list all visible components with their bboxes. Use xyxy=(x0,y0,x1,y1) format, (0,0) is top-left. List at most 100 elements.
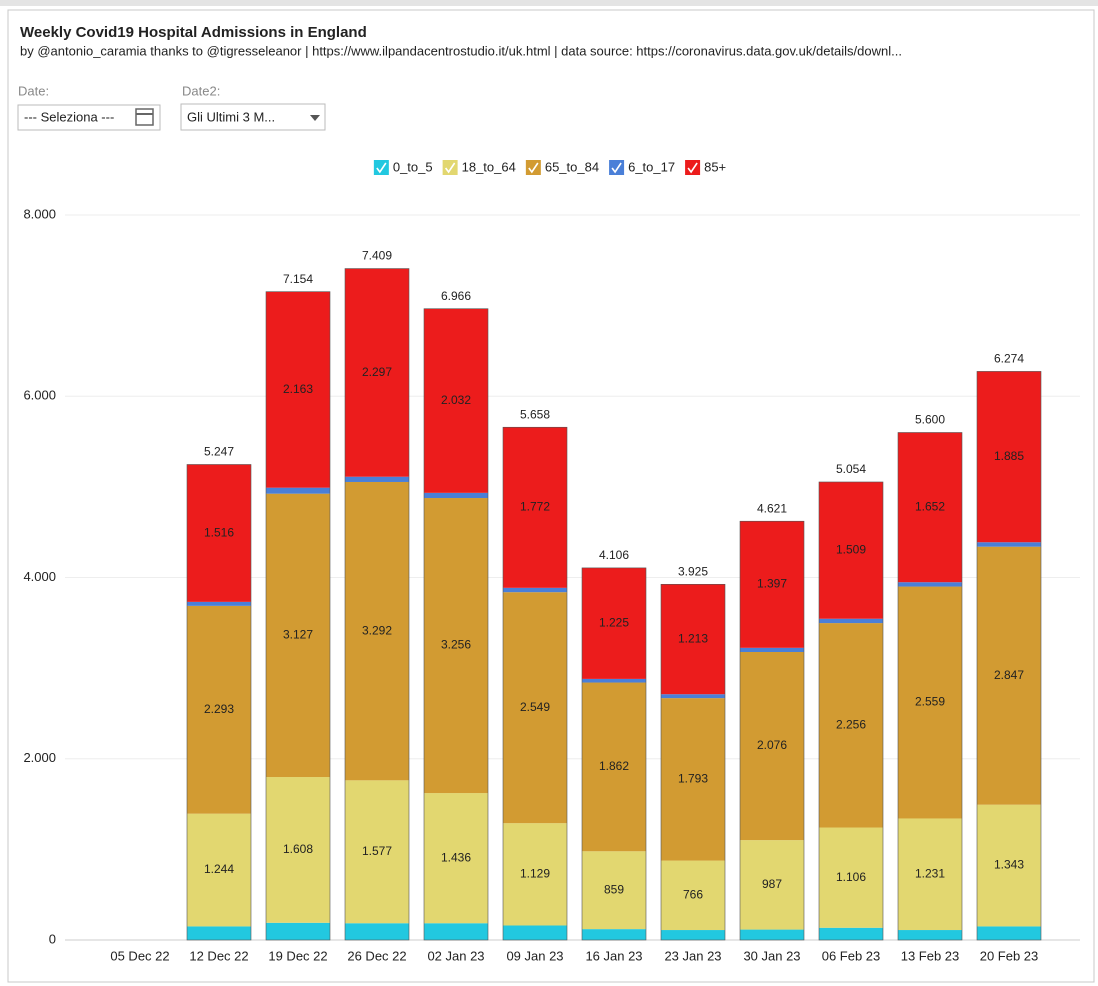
bar-segment xyxy=(503,592,567,824)
y-tick-label: 8.000 xyxy=(23,206,56,221)
bar-outline xyxy=(581,567,647,941)
data-label: 3.127 xyxy=(283,628,313,642)
data-label: 2.847 xyxy=(994,668,1024,682)
date2-select[interactable] xyxy=(180,103,326,131)
legend-item[interactable]: 6_to_17 xyxy=(609,159,675,175)
legend-swatch[interactable] xyxy=(525,160,541,175)
data-label: 1.129 xyxy=(520,867,550,881)
legend-item[interactable]: 18_to_64 xyxy=(442,159,516,175)
total-label: 7.409 xyxy=(362,249,392,263)
bar-segment xyxy=(266,493,330,778)
x-tick-label: 20 Feb 23 xyxy=(980,948,1039,963)
bar-segment xyxy=(345,481,409,781)
legend-check[interactable] xyxy=(611,162,622,174)
data-label: 1.885 xyxy=(994,449,1024,463)
legend-check[interactable] xyxy=(444,162,456,174)
legend-swatch[interactable] xyxy=(609,160,625,175)
bar-segment xyxy=(187,601,251,606)
bar-segment xyxy=(424,308,488,493)
data-label: 2.076 xyxy=(757,738,787,752)
bar-segment xyxy=(187,464,251,602)
bar-segment xyxy=(819,827,883,928)
data-label: 1.793 xyxy=(678,772,708,786)
data-label: 1.862 xyxy=(599,759,629,773)
bar-segment xyxy=(503,587,567,593)
bar-outline xyxy=(818,481,884,941)
top-strip xyxy=(0,0,1098,6)
data-label: 2.293 xyxy=(204,702,234,716)
bar-segment xyxy=(345,780,409,924)
legend-swatch[interactable] xyxy=(685,160,701,175)
legend-check[interactable] xyxy=(687,162,698,174)
date2-value[interactable]: Gli Ultimi 3 M... xyxy=(187,109,275,124)
bar-segment xyxy=(582,929,646,940)
date-value[interactable]: --- Seleziona --- xyxy=(24,109,114,124)
bar-segment xyxy=(424,492,488,499)
legend-swatch[interactable] xyxy=(373,160,389,175)
bar-outline xyxy=(976,371,1042,941)
bar-segment xyxy=(977,926,1041,940)
calendar-icon[interactable] xyxy=(135,108,154,126)
x-tick-label: 13 Feb 23 xyxy=(901,948,960,963)
bar-segment xyxy=(819,927,883,940)
x-tick-label: 09 Jan 23 xyxy=(506,948,563,963)
legend-label[interactable]: 0_to_5 xyxy=(393,159,433,174)
bar-segment xyxy=(582,682,646,852)
date2-label: Date2: xyxy=(182,83,220,98)
x-tick-label: 12 Dec 22 xyxy=(189,948,248,963)
legend-item[interactable]: 0_to_5 xyxy=(373,159,433,175)
bar-segment xyxy=(345,923,409,940)
bar-segment xyxy=(898,586,962,819)
legend-check[interactable] xyxy=(528,162,539,174)
data-label: 1.213 xyxy=(678,631,708,645)
data-label: 1.231 xyxy=(915,866,945,880)
legend-item[interactable]: 85+ xyxy=(685,159,726,175)
data-label: 766 xyxy=(683,887,703,901)
x-tick-label: 05 Dec 22 xyxy=(110,948,169,963)
bar-segment xyxy=(345,476,409,482)
bar-segment xyxy=(503,427,567,588)
legend-item[interactable]: 65_to_84 xyxy=(525,159,599,175)
data-label: 2.297 xyxy=(362,365,392,379)
total-label: 5.054 xyxy=(836,462,866,476)
bar-segment xyxy=(582,567,646,679)
bar-segment xyxy=(740,840,804,930)
x-tick-label: 23 Jan 23 xyxy=(664,948,721,963)
legend-label[interactable]: 65_to_84 xyxy=(545,159,599,174)
data-label: 1.608 xyxy=(283,842,313,856)
bar-segment xyxy=(187,605,251,814)
legend-check[interactable] xyxy=(376,162,387,174)
total-label: 5.247 xyxy=(204,445,234,459)
total-label: 6.966 xyxy=(441,289,471,303)
total-label: 5.600 xyxy=(915,413,945,427)
data-label: 1.397 xyxy=(757,577,787,591)
bar-segment xyxy=(819,618,883,624)
y-tick-label: 2.000 xyxy=(23,750,56,765)
bar-outline xyxy=(660,583,726,941)
legend-label[interactable]: 85+ xyxy=(704,159,726,174)
legend-label[interactable]: 18_to_64 xyxy=(462,159,516,174)
x-tick-label: 16 Jan 23 xyxy=(585,948,642,963)
x-tick-label: 06 Feb 23 xyxy=(822,948,881,963)
bar-segment xyxy=(187,813,251,927)
dropdown-arrow[interactable] xyxy=(310,115,320,121)
data-label: 3.292 xyxy=(362,623,392,637)
total-label: 5.658 xyxy=(520,407,550,421)
bar-segment xyxy=(266,291,330,488)
bar-segment xyxy=(424,923,488,940)
x-tick-label: 02 Jan 23 xyxy=(427,948,484,963)
data-label: 859 xyxy=(604,882,624,896)
bar-segment xyxy=(977,546,1041,805)
bar-segment xyxy=(266,777,330,923)
chart-title: Weekly Covid19 Hospital Admissions in En… xyxy=(20,24,367,41)
bar-outline xyxy=(897,432,963,941)
bar-segment xyxy=(977,542,1041,547)
bar-segment xyxy=(740,651,804,841)
data-label: 1.772 xyxy=(520,500,550,514)
legend-label[interactable]: 6_to_17 xyxy=(628,159,675,174)
x-tick-label: 30 Jan 23 xyxy=(743,948,800,963)
bar-segment xyxy=(740,521,804,648)
bar-segment xyxy=(661,930,725,940)
legend-swatch[interactable] xyxy=(442,160,458,175)
